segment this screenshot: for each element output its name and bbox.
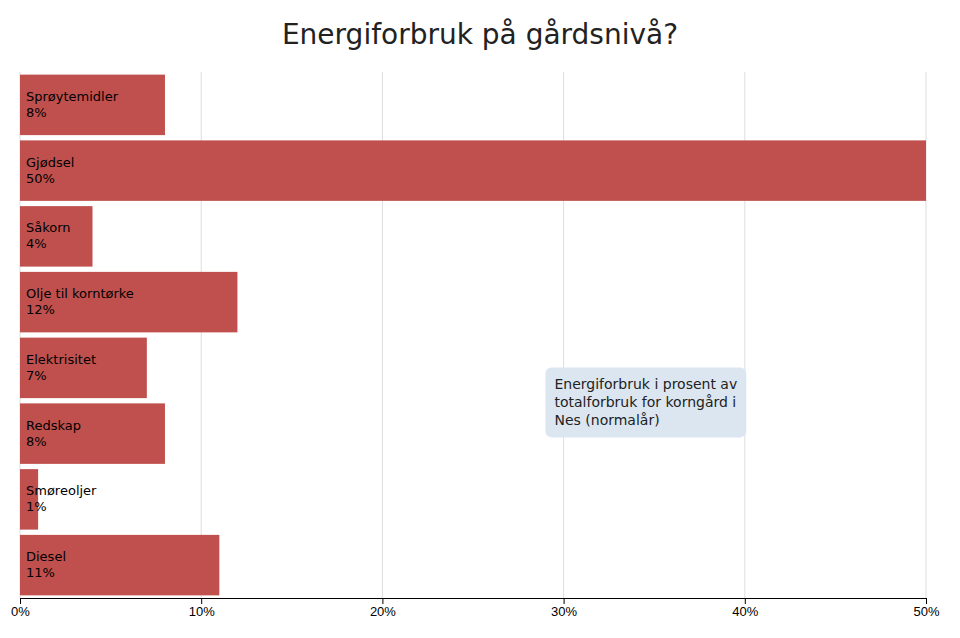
bar	[20, 338, 147, 398]
x-tick-mark	[564, 598, 565, 604]
x-tick-mark	[20, 598, 21, 604]
category-labels: Sprøytemidler8% Gjødsel50% Såkorn4% Olje ti…	[26, 88, 134, 579]
x-tick-mark	[382, 598, 383, 604]
x-tick-label: 0%	[11, 604, 30, 619]
grid	[20, 72, 926, 598]
x-tick-label: 20%	[370, 604, 396, 619]
category-label: Redskap8%	[26, 417, 81, 448]
bar	[20, 75, 165, 135]
x-axis-line	[21, 599, 927, 605]
x-tick: 40%	[732, 598, 758, 619]
x-tick-mark	[201, 598, 202, 604]
x-tick: 0%	[11, 598, 30, 619]
bar	[20, 206, 92, 266]
x-tick-label: 50%	[913, 604, 939, 619]
x-axis: 0% 10% 20% 30% 40% 50%	[11, 598, 940, 619]
bar	[20, 535, 219, 595]
bar	[20, 140, 926, 200]
x-tick-mark	[745, 598, 746, 604]
x-tick: 20%	[370, 598, 396, 619]
x-tick-label: 30%	[551, 604, 577, 619]
category-label: Olje til korntørke12%	[26, 286, 134, 317]
category-label: Elektrisitet7%	[26, 351, 96, 382]
bar	[20, 403, 165, 463]
chart: Energiforbruk på gårdsnivå? 0% 10% 20% 30% 40…	[0, 0, 960, 638]
bars	[20, 75, 926, 596]
x-tick: 10%	[189, 598, 215, 619]
category-label: Gjødsel50%	[26, 154, 74, 185]
annotation-text: Energiforbruk i prosent avtotalforbruk f…	[554, 376, 737, 428]
category-label: Sprøytemidler8%	[26, 88, 119, 119]
x-tick: 50%	[913, 598, 939, 619]
plot: 0% 10% 20% 30% 40% 50% Sprøytemidler8% Gjødsel5…	[11, 72, 940, 619]
title: Energiforbruk på gårdsnivå?	[282, 18, 678, 51]
annotation: Energiforbruk i prosent avtotalforbruk f…	[545, 367, 746, 437]
category-label: Såkorn4%	[26, 220, 71, 251]
category-label: Diesel11%	[26, 549, 66, 580]
x-tick-label: 40%	[732, 604, 758, 619]
x-tick-label: 10%	[189, 604, 215, 619]
category-label: Smøreoljer1%	[26, 483, 97, 514]
bar	[20, 272, 237, 332]
annotation-box	[545, 367, 746, 437]
x-tick: 30%	[551, 598, 577, 619]
x-tick-mark	[926, 598, 927, 604]
